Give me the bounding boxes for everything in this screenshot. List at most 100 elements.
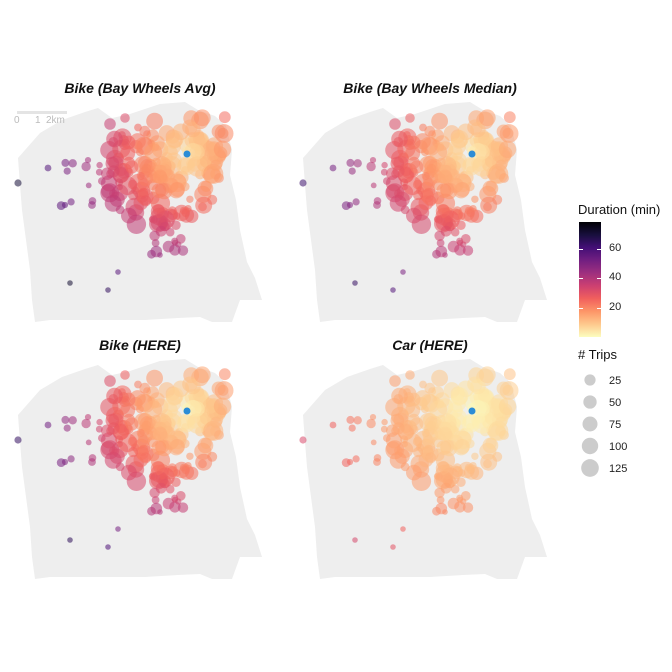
trip-destination-circle <box>44 164 52 172</box>
trip-destination-circle <box>383 177 391 185</box>
trip-destination-circle <box>172 212 181 220</box>
trip-destination-circle <box>400 269 406 275</box>
trip-destination-circle <box>140 452 152 464</box>
trip-destination-circle <box>366 418 376 429</box>
trip-destination-circle <box>202 141 218 157</box>
trip-destination-circle <box>141 163 152 174</box>
trip-destination-circle <box>424 382 436 394</box>
trip-destination-circle <box>84 414 92 421</box>
trip-destination-circle <box>370 182 377 189</box>
trip-destination-circle <box>128 190 139 201</box>
trip-destination-circle <box>436 496 445 504</box>
trip-destination-circle <box>159 473 166 480</box>
trip-destination-circle <box>394 189 403 198</box>
trip-destination-circle <box>370 439 377 446</box>
trip-destination-circle <box>96 161 103 169</box>
trip-destination-circle <box>106 130 123 148</box>
trip-destination-circle <box>214 124 234 143</box>
trip-destination-circle <box>162 497 175 510</box>
trips-legend: 25 50 75 100 125 <box>581 374 627 477</box>
trip-destination-circle <box>166 130 184 148</box>
trip-destination-circle <box>109 446 118 455</box>
trip-destination-circle <box>401 441 408 448</box>
trip-destination-circle <box>406 207 422 224</box>
trip-destination-circle <box>98 177 106 185</box>
trip-destination-circle <box>352 198 360 206</box>
trip-destination-circle <box>381 161 388 169</box>
scale-bar: 0 1 2km <box>14 108 74 128</box>
trip-destination-circle <box>435 204 450 219</box>
trip-destination-circle <box>299 436 307 444</box>
trip-destination-circle <box>105 544 111 550</box>
trip-destination-circle <box>177 502 189 513</box>
trip-destination-circle <box>462 414 480 433</box>
trip-destination-circle <box>120 207 137 224</box>
trip-destination-circle <box>195 196 213 214</box>
trip-destination-circle <box>485 180 497 192</box>
trip-destination-circle <box>426 163 437 174</box>
trip-destination-circle <box>109 189 118 198</box>
trip-destination-circle <box>485 437 497 449</box>
origin-marker <box>183 407 191 415</box>
trip-destination-circle <box>61 158 70 167</box>
trip-destination-circle <box>181 466 190 474</box>
trip-destination-circle <box>128 447 139 458</box>
trip-destination-circle <box>423 444 434 455</box>
trips-legend-circle <box>581 437 599 455</box>
trip-destination-circle <box>88 201 96 209</box>
trip-destination-circle <box>149 230 160 241</box>
trip-destination-circle <box>480 196 498 214</box>
trip-destination-circle <box>405 113 415 123</box>
trip-destination-circle <box>68 159 77 168</box>
trip-destination-circle <box>104 451 122 469</box>
trip-destination-circle <box>471 452 479 460</box>
trip-destination-circle <box>213 140 232 158</box>
origin-marker <box>468 150 476 158</box>
duration-tick-label: 40 <box>609 271 622 284</box>
trip-destination-circle <box>346 415 355 424</box>
trips-legend-title: # Trips <box>578 347 618 362</box>
trip-destination-circle <box>389 118 401 130</box>
trip-destination-circle <box>104 118 116 130</box>
trip-destination-circle <box>391 130 408 148</box>
trips-legend-circle <box>584 374 596 386</box>
duration-tick-mark <box>579 278 583 280</box>
trip-destination-circle <box>127 179 138 190</box>
trips-legend-label: 25 <box>609 375 621 387</box>
trip-destination-circle <box>405 145 421 161</box>
trip-destination-circle <box>105 413 120 428</box>
trip-destination-circle <box>487 141 503 157</box>
trip-destination-circle <box>88 458 96 466</box>
trip-destination-circle <box>478 109 496 127</box>
trip-destination-circle <box>412 436 423 447</box>
trip-destination-circle <box>444 216 451 223</box>
trip-destination-circle <box>499 381 519 400</box>
trip-destination-circle <box>380 168 388 176</box>
trip-destination-circle <box>96 418 103 426</box>
trips-legend-label: 125 <box>609 463 627 475</box>
trip-destination-circle <box>461 491 471 501</box>
panel-title-bike-avg: Bike (Bay Wheels Avg) <box>64 80 216 96</box>
trip-destination-circle <box>391 387 408 405</box>
trip-destination-circle <box>444 157 453 166</box>
trip-destination-circle <box>85 439 92 446</box>
trip-destination-circle <box>406 464 422 481</box>
trip-destination-circle <box>157 509 163 515</box>
trip-destination-circle <box>85 182 92 189</box>
trip-destination-circle <box>390 544 396 550</box>
trip-destination-circle <box>189 401 205 417</box>
trip-destination-circle <box>150 461 165 476</box>
duration-colorbar <box>579 222 601 337</box>
trip-destination-circle <box>63 167 71 175</box>
trip-destination-circle <box>202 398 218 414</box>
trip-destination-circle <box>210 159 222 172</box>
trip-destination-circle <box>149 215 158 224</box>
duration-legend-title: Duration (min) <box>578 202 661 217</box>
trip-destination-circle <box>120 402 136 418</box>
trip-destination-circle <box>177 157 195 176</box>
trip-destination-circle <box>177 414 195 433</box>
trip-destination-circle <box>456 494 464 502</box>
trip-destination-circle <box>98 434 106 442</box>
trip-destination-circle <box>389 451 407 469</box>
trip-destination-circle <box>346 158 355 167</box>
